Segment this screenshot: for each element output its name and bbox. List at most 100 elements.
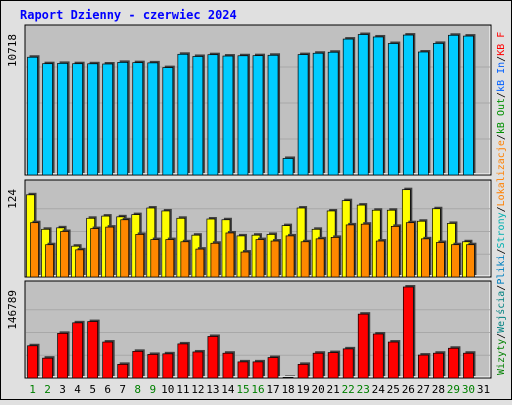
bar-top-wizyty-day-25 <box>387 43 399 176</box>
x-tick-label-day-14: 14 <box>221 383 235 396</box>
bar-middle-pliki-day-4 <box>75 249 84 278</box>
bar-middle-pliki-day-30 <box>466 244 475 278</box>
bar-bottom-kb-f-day-7 <box>117 364 129 379</box>
x-tick-label-day-21: 21 <box>327 383 340 396</box>
legend-separator: / <box>496 333 507 339</box>
bar-top-wizyty-day-22 <box>342 38 354 176</box>
bar-bottom-kb-f-day-28 <box>433 352 444 379</box>
x-tick-label-day-1: 1 <box>29 383 36 396</box>
bar-middle-pliki-day-20 <box>315 238 325 278</box>
legend-item-wejścia: Wejścia <box>495 291 507 333</box>
bar-middle-pliki-day-2 <box>45 244 54 278</box>
bar-top-wizyty-day-6 <box>102 63 114 176</box>
chart-title: Raport Dzienny - czerwiec 2024 <box>20 8 237 22</box>
y-max-label-top: 10718 <box>6 34 19 67</box>
legend-item-pliki: Pliki <box>496 255 507 285</box>
x-tick-label-day-3: 3 <box>59 383 66 396</box>
x-tick-label-day-5: 5 <box>89 383 96 396</box>
legend-separator: / <box>496 206 507 212</box>
y-max-label-middle: 124 <box>6 189 19 209</box>
x-tick-label-day-16: 16 <box>251 383 264 396</box>
bar-bottom-kb-f-day-19 <box>297 364 309 379</box>
bar-bottom-kb-f-day-16 <box>252 361 264 379</box>
bar-bottom-kb-f-day-5 <box>87 321 98 379</box>
bar-middle-pliki-day-23 <box>360 223 370 278</box>
bar-middle-pliki-day-17 <box>270 240 280 278</box>
bar-middle-pliki-day-8 <box>135 234 145 278</box>
bar-top-wizyty-day-17 <box>267 54 279 176</box>
x-tick-label-day-12: 12 <box>191 383 204 396</box>
bar-top-wizyty-day-26 <box>402 34 414 176</box>
bar-middle-pliki-day-9 <box>150 239 160 278</box>
bar-top-wizyty-day-20 <box>312 52 324 176</box>
bar-top-wizyty-day-12 <box>192 56 204 176</box>
bar-middle-pliki-day-13 <box>210 242 220 278</box>
bar-bottom-kb-f-day-13 <box>207 336 219 379</box>
bar-top-wizyty-day-14 <box>222 55 234 176</box>
bar-top-wizyty-day-23 <box>357 34 369 176</box>
x-tick-label-day-26: 26 <box>402 383 415 396</box>
bar-top-wizyty-day-11 <box>177 53 189 176</box>
bar-bottom-kb-f-day-11 <box>177 343 189 379</box>
bar-middle-pliki-day-14 <box>225 232 235 278</box>
legend-separator: / <box>496 56 507 62</box>
bar-shadow <box>285 375 296 376</box>
bar-bottom-kb-f-day-3 <box>57 333 68 379</box>
bar-middle-pliki-day-11 <box>180 241 190 278</box>
legend-item-kb-out: kB Out <box>496 98 507 134</box>
x-tick-label-day-6: 6 <box>104 383 111 396</box>
bar-bottom-kb-f-day-22 <box>342 348 354 379</box>
bar-top-wizyty-day-7 <box>117 62 129 176</box>
legend-separator: / <box>496 249 507 255</box>
bar-bottom-kb-f-day-20 <box>312 352 324 379</box>
bar-bottom-kb-f-day-10 <box>162 353 174 379</box>
bar-middle-pliki-day-24 <box>375 240 385 278</box>
right-legend: Wizyty/Wejścia/Pliki/Strony/Lokalizacje/… <box>495 32 507 375</box>
x-tick-label-day-23: 23 <box>357 383 370 396</box>
x-tick-label-day-2: 2 <box>44 383 51 396</box>
bar-middle-pliki-day-28 <box>436 242 445 278</box>
bar-bottom-kb-f-day-24 <box>372 333 384 379</box>
bar-bottom-kb-f-day-21 <box>327 352 339 379</box>
x-tick-label-day-7: 7 <box>119 383 126 396</box>
bar-middle-pliki-day-27 <box>421 238 430 278</box>
bar-top-wizyty-day-15 <box>237 55 249 176</box>
x-tick-label-day-8: 8 <box>134 383 141 396</box>
bar-middle-pliki-day-12 <box>195 248 205 278</box>
bar-bottom-kb-f-day-14 <box>222 352 234 379</box>
legend-separator: / <box>496 134 507 140</box>
bar-middle-pliki-day-25 <box>390 226 400 278</box>
legend-item-kb-in: kB In <box>496 62 507 92</box>
x-tick-label-day-31: 31 <box>477 383 490 396</box>
bar-bottom-kb-f-day-18 <box>282 377 294 379</box>
bar-middle-pliki-day-6 <box>105 226 115 278</box>
bar-bottom-kb-f-day-27 <box>418 354 429 379</box>
panel-top: 10718 <box>6 24 492 176</box>
bar-top-wizyty-day-24 <box>372 36 384 176</box>
panel-middle: 124 <box>6 179 492 278</box>
bar-middle-pliki-day-5 <box>90 228 99 278</box>
x-tick-label-day-11: 11 <box>176 383 189 396</box>
y-max-label-bottom: 146789 <box>6 290 19 330</box>
bar-middle-pliki-day-1 <box>30 222 39 278</box>
x-tick-label-day-24: 24 <box>372 383 386 396</box>
bar-middle-pliki-day-7 <box>120 219 130 278</box>
panel-bottom: 146789 <box>6 280 492 379</box>
legend-item-wizyty: Wizyty <box>496 339 507 375</box>
x-tick-label-day-20: 20 <box>312 383 325 396</box>
bar-bottom-kb-f-day-8 <box>132 350 144 379</box>
x-tick-label-day-19: 19 <box>296 383 309 396</box>
x-axis-labels: 1 2 3 4 5 6 7 8 9 10 11 12 13 14 15 16 17 18 19 20 21 22 23 24 2… <box>29 383 490 396</box>
bar-bottom-kb-f-day-25 <box>387 341 399 379</box>
x-tick-label-day-30: 30 <box>462 383 475 396</box>
bar-top-wizyty-day-1 <box>27 56 38 176</box>
bar-top-wizyty-day-4 <box>72 63 83 176</box>
x-tick-label-day-22: 22 <box>342 383 355 396</box>
bar-bottom-kb-f-day-17 <box>267 357 279 379</box>
panels: 10718 124 146789 <box>6 24 492 379</box>
bar-top-wizyty-day-18 <box>282 158 294 176</box>
bar-bottom-kb-f-day-12 <box>192 351 204 379</box>
legend-item-strony: Strony <box>496 212 507 248</box>
